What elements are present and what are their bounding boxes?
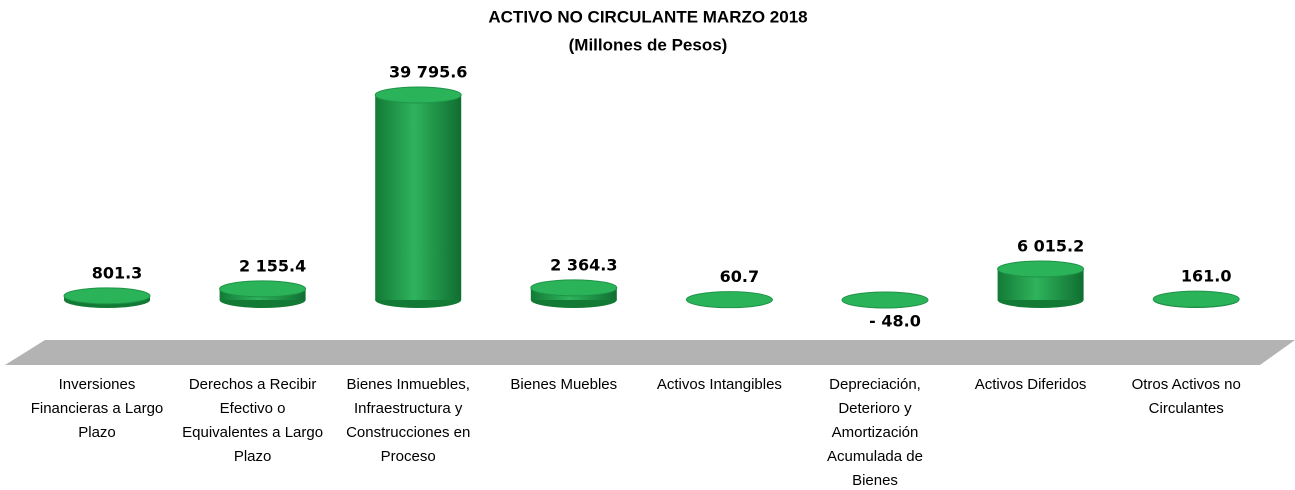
category-label: Derechos a Recibir Efectivo o Equivalent… bbox=[182, 376, 324, 465]
category-label: Inversiones Financieras a Largo Plazo bbox=[30, 376, 164, 441]
bar-top bbox=[530, 279, 618, 297]
category-label: Otros Activos no Circulantes bbox=[1131, 376, 1241, 417]
category-label: Activos Diferidos bbox=[974, 376, 1087, 393]
value-label: 39 795.6 bbox=[389, 63, 467, 82]
category-label: Bienes Inmuebles, Infraestructura y Cons… bbox=[346, 376, 471, 465]
value-label: 60.7 bbox=[720, 267, 759, 286]
category-label: Depreciación, Deterioro y Amortización A… bbox=[827, 376, 923, 489]
category-label: Activos Intangibles bbox=[656, 376, 782, 393]
floor bbox=[5, 340, 1295, 365]
bar-top bbox=[685, 291, 773, 309]
value-label: 6 015.2 bbox=[1017, 237, 1084, 256]
bar-top bbox=[219, 280, 307, 298]
bar-top bbox=[374, 86, 462, 104]
category-label: Bienes Muebles bbox=[510, 376, 618, 393]
value-label: 161.0 bbox=[1181, 267, 1232, 286]
bar-top bbox=[997, 260, 1085, 278]
value-label: - 48.0 bbox=[869, 312, 921, 331]
value-label: 2 364.3 bbox=[550, 255, 617, 274]
bar-body bbox=[375, 95, 462, 300]
bar-top bbox=[1152, 290, 1240, 308]
value-label: 801.3 bbox=[92, 263, 143, 282]
chart-subtitle: (Millones de Pesos) bbox=[569, 35, 728, 54]
chart-title: ACTIVO NO CIRCULANTE MARZO 2018 bbox=[488, 7, 807, 26]
bar-top bbox=[841, 291, 929, 309]
bar-top bbox=[63, 287, 151, 305]
value-label: 2 155.4 bbox=[239, 256, 306, 275]
